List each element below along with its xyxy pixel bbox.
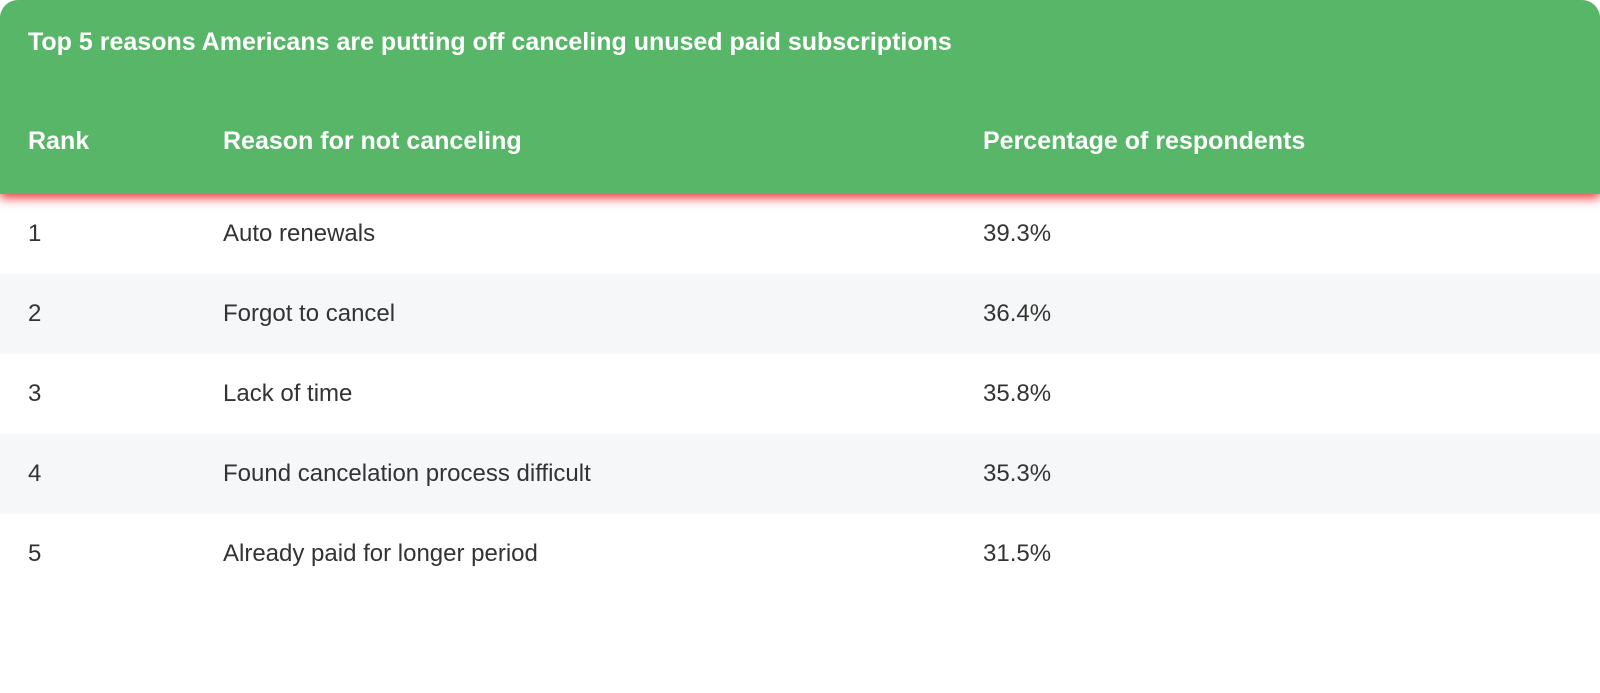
cell-percent: 35.8% [983, 380, 1572, 408]
cell-reason: Found cancelation process difficult [223, 460, 983, 488]
cell-reason: Already paid for longer period [223, 540, 983, 568]
table-row: 4 Found cancelation process difficult 35… [0, 434, 1600, 514]
cell-percent: 35.3% [983, 460, 1572, 488]
cell-rank: 1 [28, 220, 223, 248]
col-header-reason: Reason for not canceling [223, 127, 983, 156]
cell-rank: 2 [28, 300, 223, 328]
cell-percent: 36.4% [983, 300, 1572, 328]
table-row: 2 Forgot to cancel 36.4% [0, 274, 1600, 354]
table-row: 3 Lack of time 35.8% [0, 354, 1600, 434]
cell-reason: Lack of time [223, 380, 983, 408]
cell-rank: 3 [28, 380, 223, 408]
table-row: 1 Auto renewals 39.3% [0, 194, 1600, 274]
table-title: Top 5 reasons Americans are putting off … [28, 28, 1572, 127]
table-body: 1 Auto renewals 39.3% 2 Forgot to cancel… [0, 194, 1600, 594]
table-row: 5 Already paid for longer period 31.5% [0, 514, 1600, 594]
subscriptions-table: Top 5 reasons Americans are putting off … [0, 0, 1600, 594]
col-header-rank: Rank [28, 127, 223, 156]
column-headers: Rank Reason for not canceling Percentage… [28, 127, 1572, 194]
cell-percent: 39.3% [983, 220, 1572, 248]
cell-reason: Forgot to cancel [223, 300, 983, 328]
cell-reason: Auto renewals [223, 220, 983, 248]
col-header-percent: Percentage of respondents [983, 127, 1572, 156]
cell-rank: 4 [28, 460, 223, 488]
table-header-band: Top 5 reasons Americans are putting off … [0, 0, 1600, 194]
cell-percent: 31.5% [983, 540, 1572, 568]
cell-rank: 5 [28, 540, 223, 568]
